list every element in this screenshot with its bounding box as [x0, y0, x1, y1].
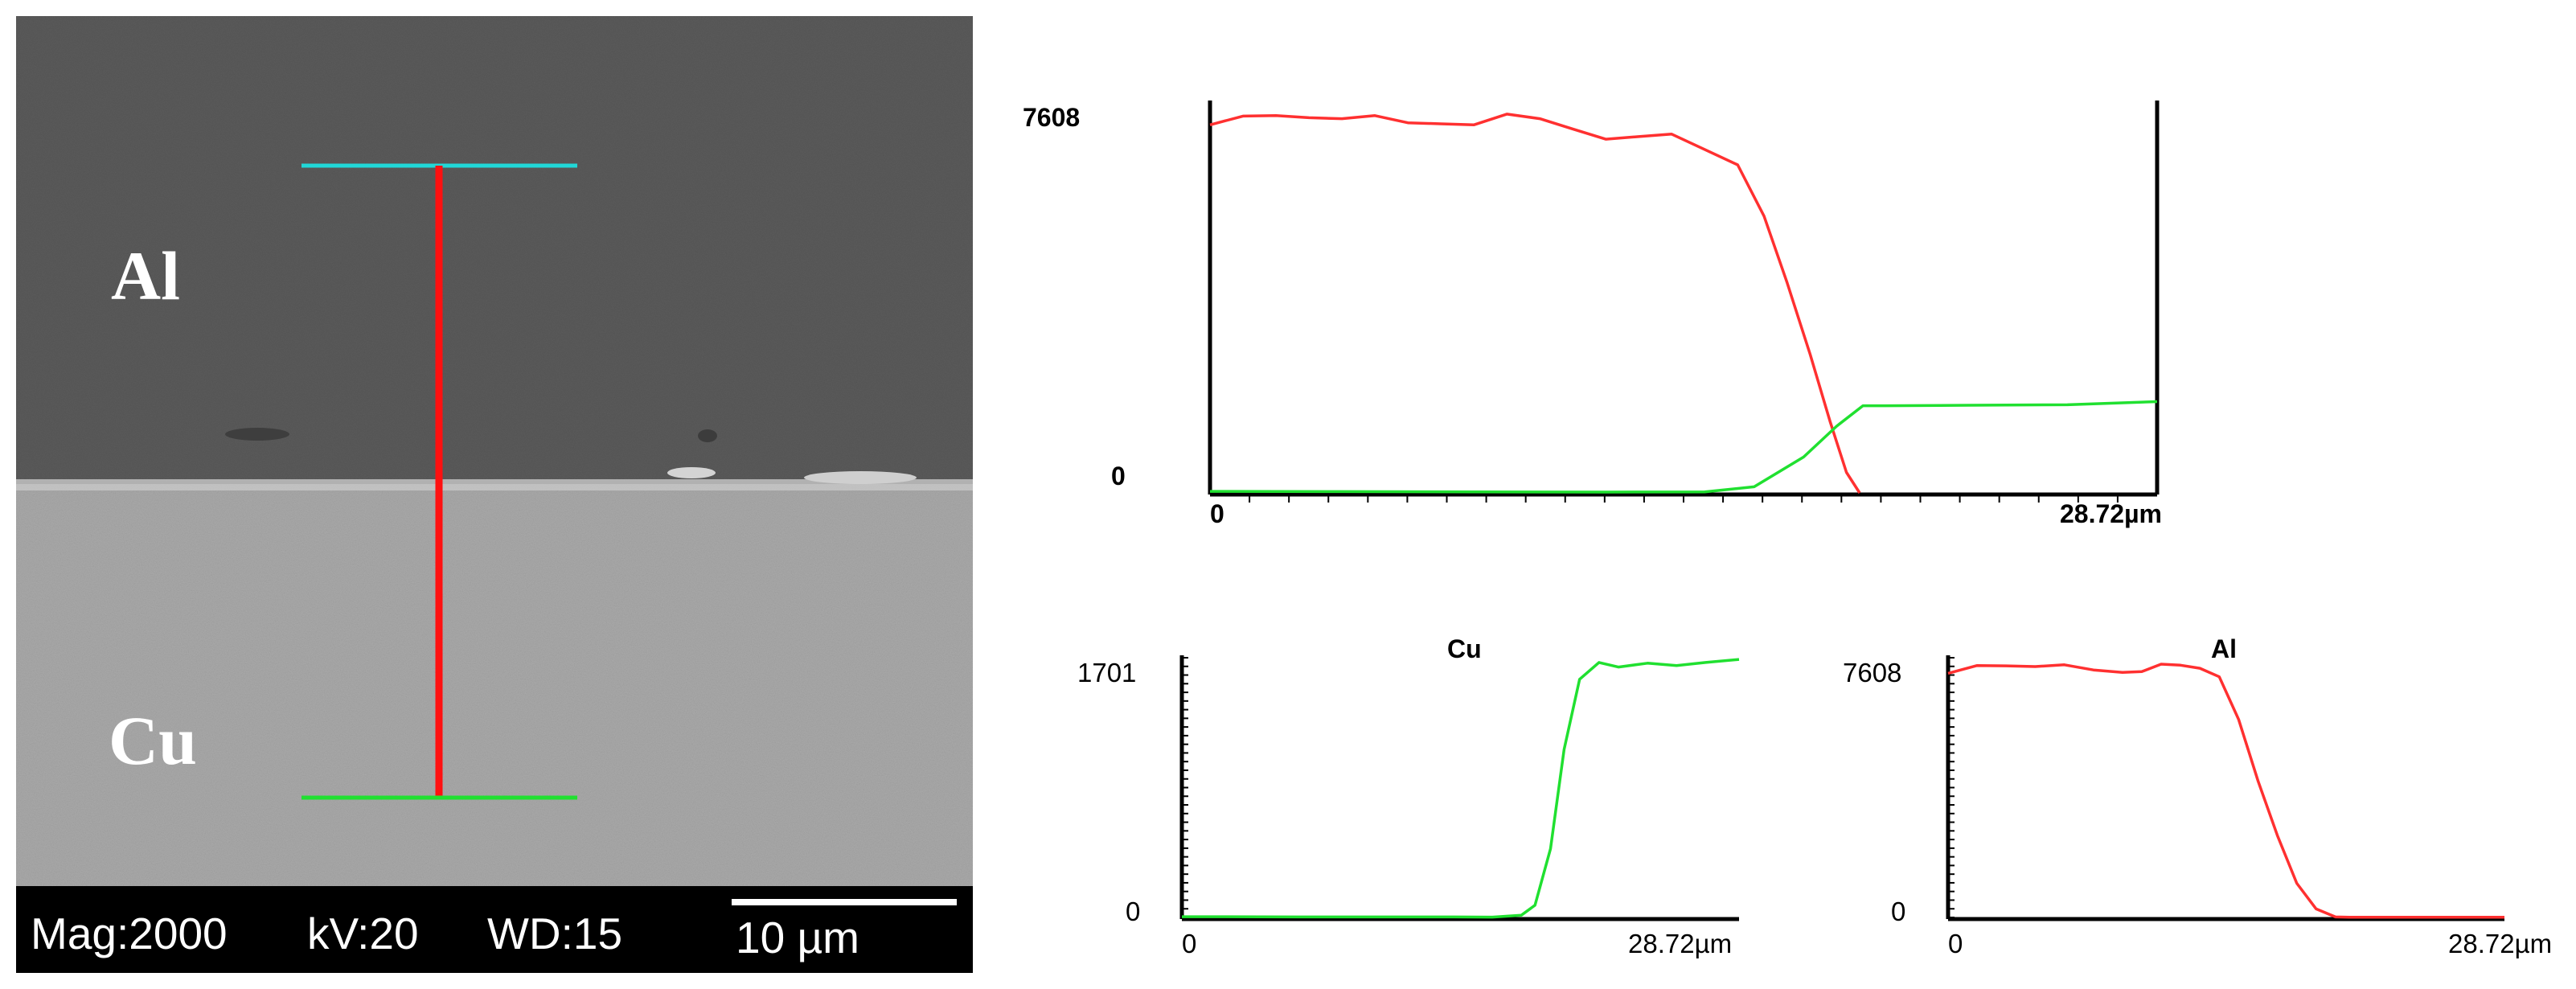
series-line-2 — [1209, 400, 2158, 494]
series-line-1 — [1209, 113, 1861, 494]
x-axis-ticks — [1249, 494, 2119, 503]
sem-mag: Mag:2000 — [31, 909, 228, 958]
sem-wd: WD:15 — [487, 909, 622, 958]
sem-scale-label: 10 µm — [736, 913, 859, 962]
x-tick-label-end-al: 28.72µm — [2448, 929, 2552, 958]
y-tick-label-max-al: 7608 — [1843, 658, 1901, 687]
label-cu: Cu — [109, 702, 197, 779]
chart-title-al: Al — [2211, 634, 2237, 663]
series-group — [1209, 113, 2158, 494]
chart-combined: 7608 0 0 28.72µm — [1023, 101, 2162, 528]
y-tick-label-zero: 0 — [1111, 462, 1126, 490]
x-tick-label-end-cu: 28.72µm — [1628, 929, 1732, 958]
chart-title-cu: Cu — [1447, 634, 1482, 663]
y-axis-ticks-cu — [1180, 657, 1188, 918]
sem-kv: kV:20 — [307, 909, 419, 958]
series-line-1 — [1947, 663, 2504, 919]
series-line-1 — [1182, 658, 1740, 919]
sem-image — [16, 16, 973, 886]
y-tick-label-max: 7608 — [1023, 103, 1080, 132]
sem-micrograph: Al Cu Mag:2000 kV:20 WD:15 10 µm — [16, 16, 973, 973]
chart-cu: Cu 1701 0 0 28.72µm — [1077, 634, 1740, 958]
y-tick-label-zero-cu: 0 — [1126, 897, 1140, 926]
y-axis-ticks-al — [1946, 657, 1955, 918]
y-tick-label-zero-al: 0 — [1891, 897, 1905, 926]
x-tick-label-end: 28.72µm — [2060, 499, 2162, 528]
x-tick-label-start: 0 — [1210, 499, 1224, 528]
label-al: Al — [111, 237, 180, 314]
scale-bar — [732, 899, 957, 905]
series-group-cu — [1182, 658, 1740, 919]
y-tick-label-max-cu: 1701 — [1077, 658, 1136, 687]
x-tick-label-start-al: 0 — [1948, 929, 1963, 958]
series-group-al — [1947, 663, 2504, 919]
x-tick-label-start-cu: 0 — [1182, 929, 1196, 958]
sem-info-bar: Mag:2000 kV:20 WD:15 10 µm — [16, 886, 973, 973]
chart-al: Al 7608 0 0 28.72µm — [1843, 634, 2552, 958]
